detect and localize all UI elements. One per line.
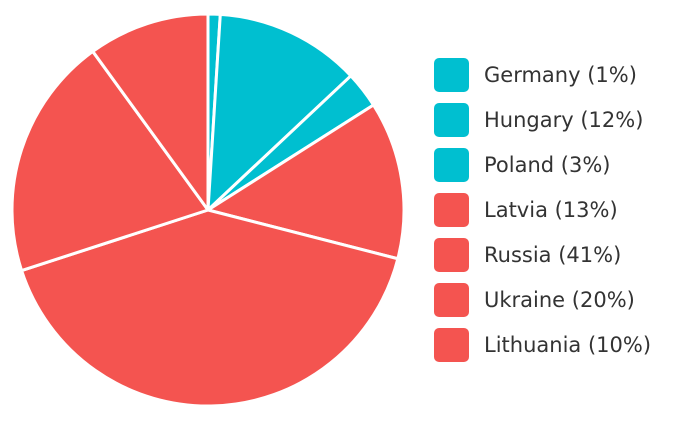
legend-swatch — [434, 148, 469, 182]
pie-slice — [206, 12, 353, 212]
legend-label: Russia (41%) — [484, 243, 621, 267]
legend-label: Lithuania (10%) — [484, 333, 651, 357]
legend-swatch — [434, 328, 469, 362]
pie-slice — [91, 12, 210, 212]
legend-label: Poland (3%) — [484, 153, 610, 177]
legend-label: Ukraine (20%) — [484, 288, 635, 312]
legend-label: Germany (1%) — [484, 63, 637, 87]
legend-swatch — [434, 103, 469, 137]
pie-slice — [206, 103, 406, 261]
legend-label: Hungary (12%) — [484, 108, 643, 132]
pie-slice — [20, 208, 400, 408]
legend-swatch — [434, 283, 469, 317]
legend-label: Latvia (13%) — [484, 198, 618, 222]
legend-swatch — [434, 238, 469, 272]
pie-slice — [10, 49, 210, 273]
legend-swatch — [434, 193, 469, 227]
legend-swatch — [434, 58, 469, 92]
